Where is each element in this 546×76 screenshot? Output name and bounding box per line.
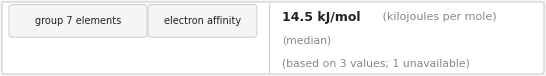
- Text: (based on 3 values; 1 unavailable): (based on 3 values; 1 unavailable): [282, 58, 470, 68]
- Text: 14.5 kJ/mol: 14.5 kJ/mol: [282, 11, 360, 24]
- Text: group 7 elements: group 7 elements: [35, 16, 121, 26]
- Text: electron affinity: electron affinity: [164, 16, 241, 26]
- FancyBboxPatch shape: [2, 2, 544, 74]
- Text: (median): (median): [282, 35, 331, 45]
- FancyBboxPatch shape: [9, 5, 147, 37]
- Text: (kilojoules per mole): (kilojoules per mole): [378, 12, 496, 22]
- FancyBboxPatch shape: [148, 5, 257, 37]
